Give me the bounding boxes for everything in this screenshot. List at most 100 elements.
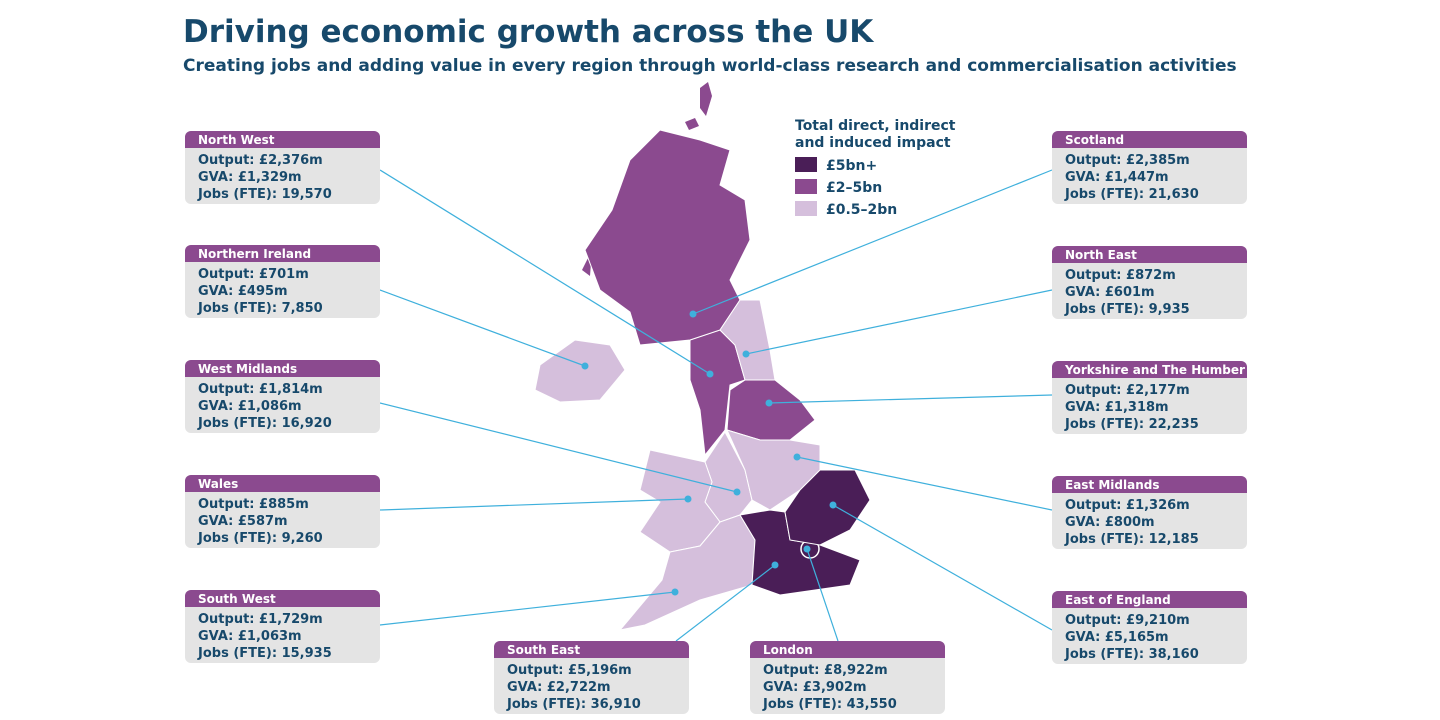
region-dot bbox=[671, 588, 679, 596]
region-name: East Midlands bbox=[1065, 478, 1159, 492]
region-stat: Jobs (FTE): 7,850 bbox=[197, 301, 323, 316]
region-box: East of England Output: £9,210m GVA: £5,16… bbox=[1052, 591, 1247, 664]
region-dot bbox=[706, 370, 714, 378]
region-stat: Jobs (FTE): 15,935 bbox=[197, 646, 332, 661]
region-stat: Output: £8,922m bbox=[763, 663, 888, 678]
leader-line bbox=[379, 591, 676, 626]
leader-line bbox=[745, 289, 1053, 355]
region-dot bbox=[793, 453, 801, 461]
box-body bbox=[185, 590, 380, 663]
region-name: North East bbox=[1065, 248, 1137, 262]
leader-line bbox=[379, 402, 738, 493]
box-body bbox=[1052, 476, 1247, 549]
region-box: East Midlands Output: £1,326m GVA: £800m Jo… bbox=[1052, 476, 1247, 549]
box-body bbox=[1052, 246, 1247, 319]
region-stat: Output: £2,177m bbox=[1065, 383, 1190, 398]
region-name: Yorkshire and The Humber bbox=[1064, 363, 1245, 377]
box-header bbox=[1052, 361, 1247, 378]
region-name: East of England bbox=[1065, 593, 1171, 607]
box-body bbox=[750, 641, 945, 714]
region-box: London Output: £8,922m GVA: £3,902m Jobs (F… bbox=[750, 641, 945, 714]
region-stat: Output: £885m bbox=[198, 497, 309, 512]
region-stat: GVA: £587m bbox=[198, 514, 288, 529]
region-stat: GVA: £1,318m bbox=[1065, 400, 1169, 415]
region-stat: Jobs (FTE): 9,935 bbox=[1064, 302, 1190, 317]
box-body bbox=[185, 360, 380, 433]
region-dot bbox=[803, 545, 811, 553]
region-box: Scotland Output: £2,385m GVA: £1,447m Jobs … bbox=[1052, 131, 1247, 204]
region-stat: Output: £701m bbox=[198, 267, 309, 282]
box-header bbox=[1052, 476, 1247, 493]
region-box: South West Output: £1,729m GVA: £1,063m Job… bbox=[185, 590, 380, 663]
region-name: London bbox=[763, 643, 813, 657]
box-body bbox=[1052, 361, 1247, 434]
region-stat: Output: £2,385m bbox=[1065, 153, 1190, 168]
region-box: West Midlands Output: £1,814m GVA: £1,086m… bbox=[185, 360, 380, 433]
region-shape bbox=[784, 469, 871, 546]
region-stat: GVA: £1,086m bbox=[198, 399, 302, 414]
leader-line bbox=[379, 498, 689, 511]
region-stat: Output: £5,196m bbox=[507, 663, 632, 678]
leader-line bbox=[675, 564, 776, 642]
region-boxes: North West Output: £2,376m GVA: £1,329m Job… bbox=[185, 131, 1247, 714]
box-header bbox=[185, 475, 380, 492]
region-stat: GVA: £5,165m bbox=[1065, 630, 1169, 645]
box-body bbox=[1052, 591, 1247, 664]
legend-swatch bbox=[795, 157, 817, 172]
box-header bbox=[494, 641, 689, 658]
region-stat: GVA: £1,329m bbox=[198, 170, 302, 185]
box-header bbox=[185, 590, 380, 607]
box-header bbox=[185, 245, 380, 262]
region-dot bbox=[742, 350, 750, 358]
legend-title: Total direct, indirect bbox=[795, 118, 956, 134]
legend-label: £2–5bn bbox=[826, 180, 882, 196]
region-box: Wales Output: £885m GVA: £587m Jobs (FTE): … bbox=[185, 475, 380, 548]
box-header bbox=[1052, 131, 1247, 148]
region-box: South East Output: £5,196m GVA: £2,722m Job… bbox=[494, 641, 689, 714]
region-name: Northern Ireland bbox=[198, 247, 311, 261]
region-name: South West bbox=[198, 592, 276, 606]
region-stat: GVA: £2,722m bbox=[507, 680, 611, 695]
region-stat: Jobs (FTE): 16,920 bbox=[197, 416, 332, 431]
region-stat: Jobs (FTE): 12,185 bbox=[1064, 532, 1199, 547]
region-stat: Output: £1,326m bbox=[1065, 498, 1190, 513]
box-body bbox=[185, 475, 380, 548]
region-stat: Jobs (FTE): 9,260 bbox=[197, 531, 323, 546]
region-dot bbox=[829, 501, 837, 509]
leader-line bbox=[832, 504, 1053, 631]
legend-swatch bbox=[795, 201, 817, 216]
region-stat: Jobs (FTE): 21,630 bbox=[1064, 187, 1199, 202]
region-stat: Jobs (FTE): 38,160 bbox=[1064, 647, 1199, 662]
box-header bbox=[185, 360, 380, 377]
region-box: Yorkshire and The Humber Output: £2,177m G… bbox=[1052, 361, 1247, 434]
leader-line bbox=[768, 394, 1053, 404]
box-body bbox=[185, 245, 380, 318]
region-box: North East Output: £872m GVA: £601m Jobs (F… bbox=[1052, 246, 1247, 319]
region-shape bbox=[739, 509, 861, 596]
legend-title: and induced impact bbox=[795, 135, 951, 151]
region-dot bbox=[733, 488, 741, 496]
region-shape bbox=[719, 299, 776, 381]
box-body bbox=[1052, 131, 1247, 204]
legend-swatch bbox=[795, 179, 817, 194]
region-stat: GVA: £800m bbox=[1065, 515, 1155, 530]
leader-lines bbox=[379, 169, 1053, 642]
region-shape bbox=[584, 129, 751, 346]
region-shape bbox=[534, 339, 626, 403]
leader-line bbox=[692, 169, 1053, 315]
region-dot bbox=[689, 310, 697, 318]
region-stat: Output: £1,814m bbox=[198, 382, 323, 397]
region-name: North West bbox=[198, 133, 275, 147]
region-shape bbox=[726, 379, 816, 441]
region-stat: Jobs (FTE): 36,910 bbox=[506, 697, 641, 712]
region-stat: Output: £1,729m bbox=[198, 612, 323, 627]
region-stat: Output: £9,210m bbox=[1065, 613, 1190, 628]
region-stat: GVA: £495m bbox=[198, 284, 288, 299]
legend-label: £5bn+ bbox=[826, 158, 877, 174]
map bbox=[534, 82, 871, 631]
box-header bbox=[1052, 591, 1247, 608]
leader-line bbox=[379, 169, 711, 375]
region-stat: Output: £872m bbox=[1065, 268, 1176, 283]
leader-line bbox=[806, 548, 839, 642]
